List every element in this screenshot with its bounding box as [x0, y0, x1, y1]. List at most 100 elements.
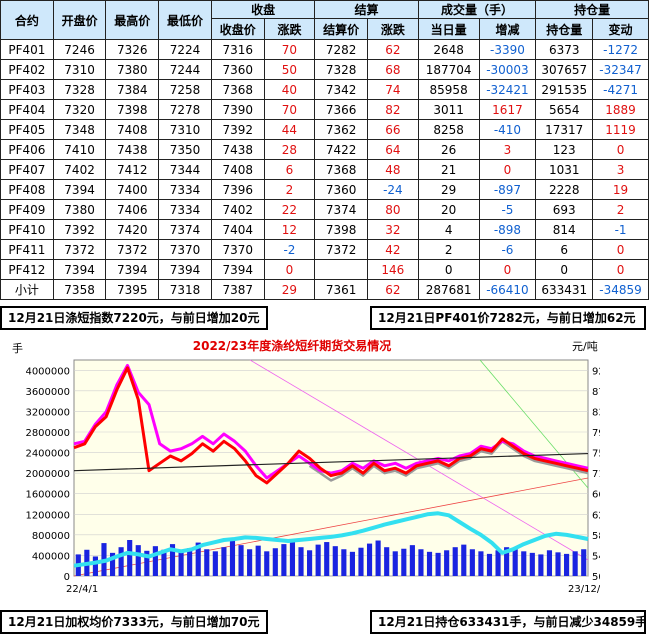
table-cell: -3390: [478, 39, 537, 60]
volume-bar: [324, 542, 330, 576]
header-cell: 当日量: [417, 18, 480, 40]
series-line-oi: [73, 511, 589, 568]
table-cell: 307657: [535, 59, 594, 80]
table-cell: 7398: [105, 99, 160, 120]
table-cell: 7316: [210, 39, 265, 60]
volume-bar: [555, 552, 561, 576]
right-tick-label: 6260: [592, 510, 600, 521]
left-tick-label: 400000: [32, 551, 70, 562]
table-cell: 7374: [314, 199, 369, 220]
header-cell: 合约: [0, 0, 54, 40]
volume-bar: [349, 551, 355, 576]
volume-bar: [341, 549, 347, 576]
table-cell: 12: [263, 219, 316, 240]
volume-bar: [495, 550, 501, 576]
table-cell: 70: [263, 39, 316, 60]
volume-bar: [92, 556, 98, 576]
volume-bar: [572, 551, 578, 576]
table-row: PF405 7348 7408 7310 7392 44 7362 66 8258 -410 173…: [0, 119, 649, 140]
table-cell: 7410: [52, 139, 107, 160]
table-cell: 7392: [52, 219, 107, 240]
table-cell: 7258: [158, 79, 212, 100]
table-cell: 8258: [417, 119, 480, 140]
table-cell: 20: [417, 199, 480, 220]
table-row: PF402 7310 7380 7244 7360 50 7328 68 187704 -3000…: [0, 59, 649, 80]
table-cell: -410: [478, 119, 537, 140]
table-cell: 1617: [478, 99, 537, 120]
table-cell: 7368: [210, 79, 265, 100]
table-cell: -6: [478, 239, 537, 260]
table-cell: 7402: [52, 159, 107, 180]
volume-bar: [332, 546, 338, 576]
table-cell: -2: [263, 239, 316, 260]
table-cell: 6: [535, 239, 594, 260]
left-unit-label: 手: [12, 341, 23, 355]
volume-bar: [452, 547, 458, 576]
table-cell: 7310: [158, 119, 212, 140]
table-cell: 7370: [210, 239, 265, 260]
volume-bar: [469, 549, 475, 576]
volume-bar: [581, 549, 587, 576]
table-cell: 123: [535, 139, 594, 160]
table-cell: -5: [478, 199, 537, 220]
table-cell: 68: [367, 59, 419, 80]
header-cell: 持仓量: [535, 18, 594, 40]
table-cell: PF406: [0, 139, 54, 160]
volume-bar: [238, 545, 244, 576]
volume-bar: [358, 547, 364, 576]
volume-bar: [118, 547, 124, 576]
left-tick-label: 3200000: [25, 407, 70, 418]
volume-bar: [375, 540, 381, 576]
volume-bar: [478, 551, 484, 576]
volume-bar: [401, 548, 407, 576]
table-cell: -897: [478, 179, 537, 200]
table-cell: 291535: [535, 79, 594, 100]
header-cell: 增减: [478, 18, 537, 40]
table-cell: 7344: [158, 159, 212, 180]
table-cell: PF403: [0, 79, 54, 100]
table-cell: 7370: [158, 239, 212, 260]
table-cell: 80: [367, 199, 419, 220]
x-end-label: 23/12/21: [568, 584, 600, 595]
volume-bar: [221, 547, 227, 576]
table-row: 小计 7358 7395 7318 7387 29 7361 62 287681 -66410 63…: [0, 279, 649, 300]
table-cell: 7366: [314, 99, 369, 120]
right-tick-label: 9200: [592, 366, 600, 377]
volume-bar: [281, 544, 287, 576]
table-cell: 0: [535, 259, 594, 280]
volume-bar: [169, 544, 176, 576]
chart-svg: 4000000360000032000002800000240000020000…: [12, 338, 617, 595]
table-cell: 0: [263, 259, 316, 280]
table-cell: 0: [478, 159, 537, 180]
table-cell: 29: [263, 279, 316, 300]
note-top-right: 12月21日PF401价7282元，与前日增加62元: [370, 306, 646, 330]
table-row: PF404 7320 7398 7278 7390 70 7366 82 3011 1617 565…: [0, 99, 649, 120]
table-cell: 66: [367, 119, 419, 140]
table-cell: 7394: [52, 259, 107, 280]
table-cell: 3: [478, 139, 537, 160]
volume-bar: [272, 548, 278, 576]
table-cell: 1119: [592, 119, 649, 140]
table-cell: -66410: [478, 279, 537, 300]
right-tick-label: 8360: [592, 407, 600, 418]
table-cell: 7310: [52, 59, 107, 80]
table-cell: 7392: [210, 119, 265, 140]
table-cell: 7394: [158, 259, 212, 280]
table-cell: 7318: [158, 279, 212, 300]
header-cell: 最低价: [158, 0, 212, 40]
table-cell: 7372: [52, 239, 107, 260]
volume-bar: [127, 540, 133, 576]
trend-line: [73, 452, 589, 472]
header-cell: 持仓量: [535, 0, 649, 19]
table-cell: 2: [417, 239, 480, 260]
table-row: PF412 7394 7394 7394 7394 0 146 0 0 0 0: [0, 259, 649, 280]
table-cell: 64: [367, 139, 419, 160]
right-tick-label: 8780: [592, 387, 600, 398]
header-cell: 结算: [314, 0, 419, 19]
right-tick-label: 5000: [592, 572, 600, 583]
table-cell: 7406: [105, 199, 160, 220]
table-cell: PF410: [0, 219, 54, 240]
volume-bar: [444, 550, 450, 576]
table-cell: PF407: [0, 159, 54, 180]
right-tick-label: 6680: [592, 490, 600, 501]
